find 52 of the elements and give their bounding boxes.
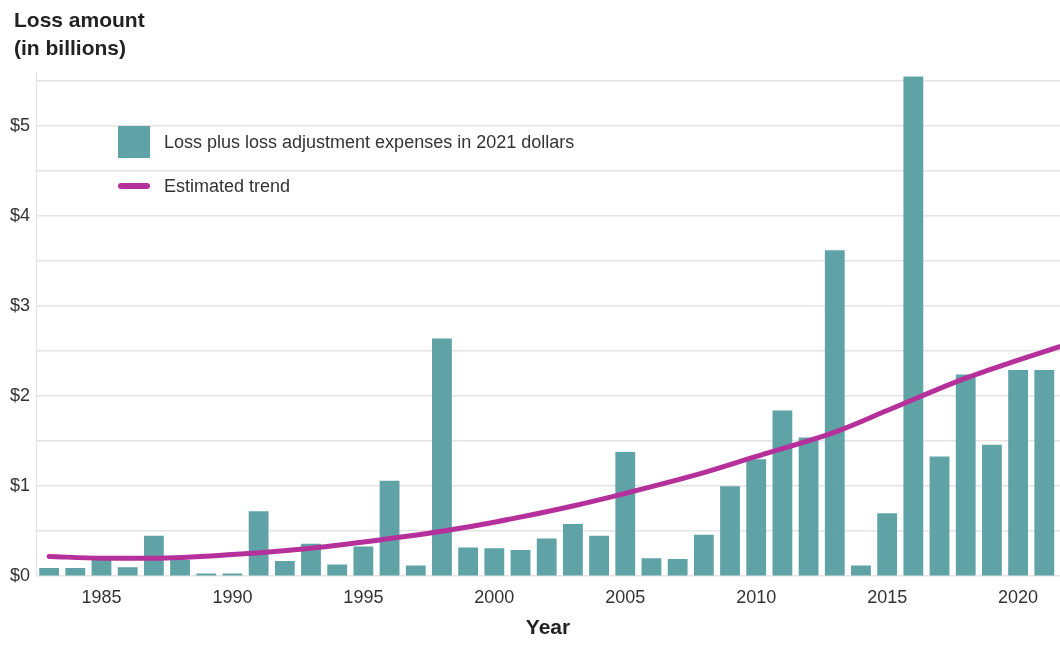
x-tick-label: 2020: [998, 586, 1039, 607]
bar: [536, 538, 557, 576]
bar: [772, 410, 793, 576]
bar: [982, 444, 1002, 576]
x-tick-label: 2010: [736, 586, 777, 607]
bar: [798, 437, 819, 576]
bar: [589, 535, 609, 576]
bar: [353, 546, 374, 576]
bar: [903, 76, 924, 576]
bar: [693, 534, 714, 576]
bar: [641, 558, 662, 576]
y-tick-label: $1: [9, 475, 31, 496]
legend-label: Estimated trend: [164, 175, 291, 197]
x-tick-label: 1995: [343, 586, 384, 607]
y-tick-label: $4: [9, 205, 31, 226]
bar: [405, 565, 426, 576]
bar: [562, 523, 583, 576]
bar: [510, 550, 531, 576]
bar: [65, 568, 86, 576]
bar: [1008, 370, 1029, 576]
bar: [274, 560, 295, 576]
bar: [379, 480, 400, 576]
bar: [170, 559, 190, 576]
bar: [1034, 370, 1055, 576]
bar: [327, 564, 348, 576]
bar: [929, 456, 950, 576]
x-tick-label: 2005: [605, 586, 646, 607]
bar: [39, 568, 60, 576]
x-tick-label: 2015: [867, 586, 908, 607]
bar: [248, 511, 269, 576]
bar: [955, 374, 976, 576]
bar: [720, 486, 740, 576]
bar: [824, 250, 845, 576]
bar: [615, 451, 636, 576]
bar: [851, 565, 871, 576]
bar: [746, 459, 767, 576]
bar: [667, 559, 688, 576]
y-tick-label: $3: [9, 295, 31, 316]
x-tick-label: 1990: [212, 586, 253, 607]
bar: [432, 338, 452, 576]
bar: [484, 548, 505, 576]
y-tick-label: $0: [9, 565, 31, 586]
bar: [877, 513, 898, 576]
y-tick-label: $2: [9, 385, 31, 406]
x-tick-label: 2000: [474, 586, 515, 607]
bar: [117, 567, 138, 576]
legend-label: Loss plus loss adjustment expenses in 2021 dollars: [164, 131, 575, 153]
bar: [458, 547, 479, 576]
y-tick-label: $5: [9, 114, 31, 135]
x-axis-title: Year: [525, 615, 571, 639]
x-tick-label: 1985: [81, 586, 122, 607]
y-axis-title: Loss amount (in billions): [14, 7, 146, 61]
